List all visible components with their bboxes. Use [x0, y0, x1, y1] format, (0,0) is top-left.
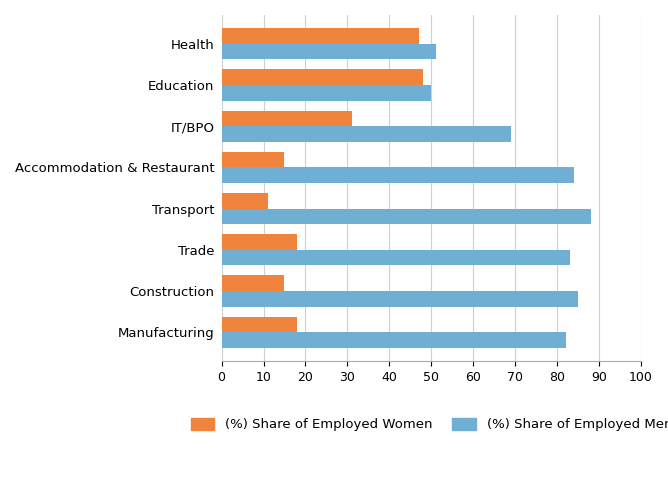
- Bar: [222, 44, 436, 59]
- Bar: [222, 234, 297, 250]
- Bar: [222, 70, 423, 85]
- Bar: [222, 275, 285, 291]
- Bar: [222, 85, 432, 100]
- Bar: [222, 332, 566, 348]
- Bar: [222, 209, 591, 224]
- Bar: [222, 193, 268, 209]
- Bar: [222, 152, 285, 168]
- Bar: [222, 317, 297, 332]
- Bar: [222, 126, 511, 142]
- Bar: [222, 291, 578, 307]
- Bar: [222, 111, 351, 126]
- Bar: [222, 250, 570, 266]
- Legend: (%) Share of Employed Women, (%) Share of Employed Men: (%) Share of Employed Women, (%) Share o…: [185, 413, 668, 437]
- Bar: [222, 168, 574, 183]
- Bar: [222, 28, 419, 44]
